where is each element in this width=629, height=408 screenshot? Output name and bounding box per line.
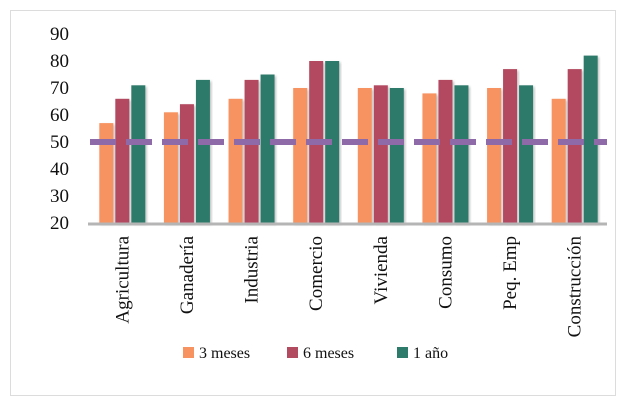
bar-3-meses-industria <box>228 98 243 223</box>
bar-6-meses-industria <box>244 79 259 224</box>
bar-6-meses-agricultura <box>115 98 130 223</box>
x-category-label: Ganadería <box>177 235 198 314</box>
x-category-label: Consumo <box>435 236 456 309</box>
bar-6-meses-consumo <box>438 79 453 224</box>
y-tick-label: 50 <box>50 132 69 153</box>
bar-1-año-agricultura <box>131 85 146 223</box>
legend-label: 3 meses <box>199 345 250 362</box>
legend-label: 1 año <box>413 345 448 362</box>
y-tick-label: 60 <box>50 105 69 126</box>
bar-3-meses-ganader-a <box>163 112 178 223</box>
legend-label: 6 meses <box>303 345 354 362</box>
bar-1-año-comercio <box>325 61 340 223</box>
y-tick-label: 90 <box>50 24 69 45</box>
y-tick-label: 30 <box>50 186 69 207</box>
bar-1-año-construcci-n <box>583 55 598 223</box>
x-category-label: Industria <box>242 235 263 303</box>
bar-3-meses-agricultura <box>99 123 114 223</box>
legend-swatch <box>183 347 194 358</box>
legend: 3 meses 6 meses 1 año <box>183 345 448 362</box>
x-category-label: Agricultura <box>112 235 133 323</box>
bars-group <box>99 55 598 224</box>
x-category-label: Vivienda <box>371 235 392 304</box>
x-category-label: Comercio <box>306 236 327 311</box>
x-axis-labels: Agricultura Ganadería Industria Comercio Viv… <box>112 235 585 337</box>
y-axis: 20 30 40 50 60 70 80 90 <box>50 24 69 234</box>
bar-6-meses-peq-emp <box>503 69 518 223</box>
bar-1-año-consumo <box>454 85 469 223</box>
bar-1-año-industria <box>260 74 275 223</box>
bar-3-meses-peq-emp <box>487 88 502 223</box>
y-tick-label: 70 <box>50 78 69 99</box>
bar-3-meses-consumo <box>422 93 437 224</box>
legend-swatch <box>397 347 408 358</box>
legend-swatch <box>287 347 298 358</box>
bar-1-año-peq-emp <box>519 85 534 223</box>
x-category-label: Peq. Emp <box>500 236 521 310</box>
bar-3-meses-comercio <box>293 88 308 223</box>
bar-3-meses-construcci-n <box>551 98 566 223</box>
bar-6-meses-construcci-n <box>567 69 582 223</box>
y-tick-label: 80 <box>50 51 69 72</box>
bar-6-meses-ganader-a <box>179 104 194 223</box>
bar-6-meses-vivienda <box>373 85 388 223</box>
bar-1-año-ganader-a <box>195 79 210 224</box>
y-tick-label: 20 <box>50 213 69 234</box>
y-tick-label: 40 <box>50 159 69 180</box>
bar-1-año-vivienda <box>389 88 404 223</box>
x-category-label: Construcción <box>565 236 586 338</box>
bar-3-meses-vivienda <box>357 88 372 223</box>
